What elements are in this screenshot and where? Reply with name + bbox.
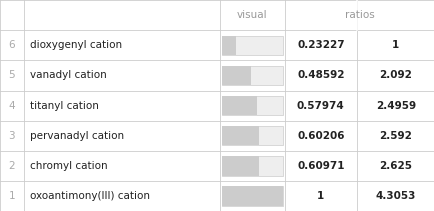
Text: dioxygenyl cation: dioxygenyl cation [30, 40, 122, 50]
Text: 0.23227: 0.23227 [296, 40, 344, 50]
Bar [221, 187, 282, 206]
Text: oxoantimony(III) cation: oxoantimony(III) cation [30, 191, 150, 201]
Text: pervanadyl cation: pervanadyl cation [30, 131, 124, 141]
Text: vanadyl cation: vanadyl cation [30, 70, 107, 80]
Bar [221, 96, 282, 115]
Text: 3: 3 [9, 131, 15, 141]
Text: 2.4959: 2.4959 [375, 101, 415, 111]
Bar [221, 126, 258, 145]
Bar [221, 96, 256, 115]
Text: 0.48592: 0.48592 [296, 70, 344, 80]
Text: 5: 5 [9, 70, 15, 80]
Text: 0.57974: 0.57974 [296, 101, 344, 111]
Bar [221, 187, 282, 206]
Text: 6: 6 [9, 40, 15, 50]
Text: titanyl cation: titanyl cation [30, 101, 99, 111]
Text: 0.60206: 0.60206 [296, 131, 344, 141]
Text: 1: 1 [391, 40, 398, 50]
Bar [221, 156, 282, 176]
Text: 2: 2 [9, 161, 15, 171]
Text: 0.60971: 0.60971 [296, 161, 344, 171]
Text: ratios: ratios [344, 10, 374, 20]
Text: 4.3053: 4.3053 [375, 191, 415, 201]
Text: 2.592: 2.592 [378, 131, 411, 141]
Bar [221, 36, 282, 55]
Text: chromyl cation: chromyl cation [30, 161, 108, 171]
Bar [221, 66, 282, 85]
Bar [221, 126, 282, 145]
Bar [221, 66, 251, 85]
Text: visual: visual [237, 10, 267, 20]
Text: 2.625: 2.625 [378, 161, 411, 171]
Text: 4: 4 [9, 101, 15, 111]
Bar [221, 36, 236, 55]
Text: 1: 1 [9, 191, 15, 201]
Text: 2.092: 2.092 [378, 70, 411, 80]
Bar [221, 156, 258, 176]
Text: 1: 1 [316, 191, 324, 201]
